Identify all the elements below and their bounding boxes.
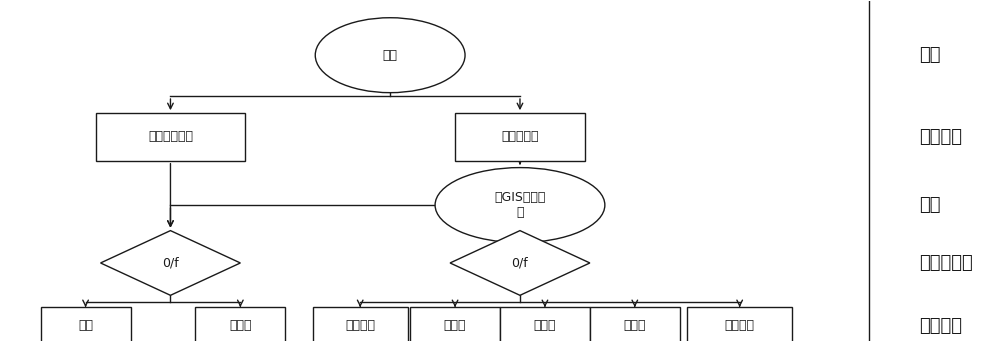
Text: 常规公交: 常规公交 [345,319,375,332]
Ellipse shape [435,168,605,242]
Text: 与GIS线网匹
配: 与GIS线网匹 配 [494,191,546,219]
Bar [313,307,408,342]
Text: 机动车出行: 机动车出行 [501,130,539,143]
Text: 属性节点: 属性节点 [919,128,962,146]
Text: 条件: 条件 [919,196,941,214]
Polygon shape [101,231,240,295]
Text: 电动车: 电动车 [444,319,466,332]
Text: 条件: 条件 [919,46,941,64]
Bar [500,307,590,342]
Bar [687,307,792,342]
Bar [195,307,285,342]
Bar [410,307,500,342]
Text: 贝叶斯节点: 贝叶斯节点 [919,254,973,272]
Bar [41,307,131,342]
Text: 自行车: 自行车 [229,319,252,332]
Text: 非机动车出行: 非机动车出行 [148,130,193,143]
Bar [455,113,585,161]
Bar [96,113,245,161]
Text: 0/f: 0/f [162,256,179,269]
Text: 出租车: 出租车 [624,319,646,332]
Bar [590,307,680,342]
Polygon shape [450,231,590,295]
Text: 速度: 速度 [383,49,398,62]
Ellipse shape [315,18,465,93]
Text: 属性节点: 属性节点 [919,317,962,335]
Text: 自驾车: 自驾车 [534,319,556,332]
Text: 轨道交通: 轨道交通 [725,319,755,332]
Text: 0/f: 0/f [512,256,528,269]
Text: 步行: 步行 [78,319,93,332]
